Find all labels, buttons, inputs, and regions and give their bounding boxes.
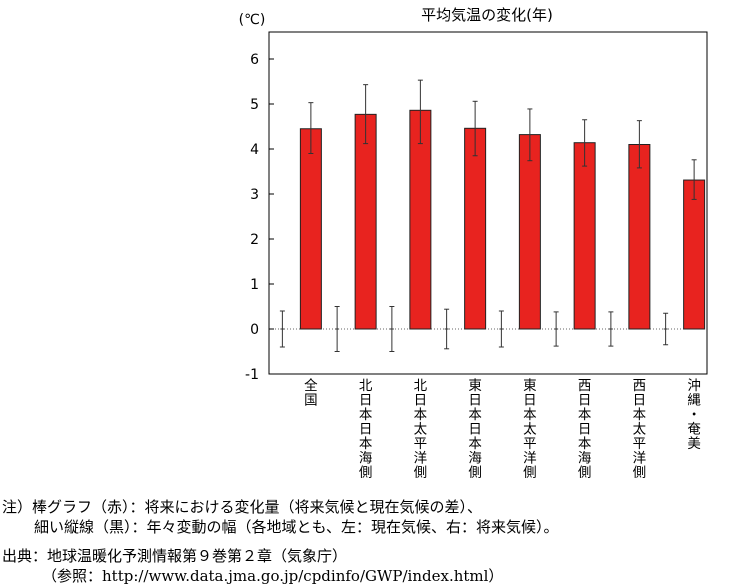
category-label: 北日本太平洋側 (414, 378, 428, 480)
y-axis-label: (℃) (239, 12, 266, 28)
category-label: 沖縄・奄美 (687, 378, 701, 452)
category-label: 西日本太平洋側 (633, 378, 647, 480)
y-tick-label: 6 (250, 52, 259, 68)
note-line-meaning: 細い縦線（黒）：年々変動の幅（各地域とも、左：現在気候、右：将来気候）。 (34, 518, 559, 536)
category-label: 東日本太平洋側 (523, 378, 537, 480)
bar (464, 127, 487, 330)
category-label: 北日本日本海側 (359, 378, 373, 480)
category-label: 全国 (304, 377, 318, 409)
bar (628, 144, 651, 330)
note-reference-url: （参照：http://www.data.jma.go.jp/cpdinfo/GW… (42, 567, 504, 585)
bar (354, 113, 377, 330)
y-tick-label: 4 (250, 142, 259, 158)
y-tick-label: 5 (250, 97, 259, 113)
bar (518, 134, 541, 330)
bar (299, 128, 322, 330)
y-tick-label: 2 (250, 232, 259, 248)
bar (573, 142, 596, 330)
chart: 平均気温の変化(年) (℃) -1 0 1 2 3 4 5 6 全国 北日本日本海側 北日本太平洋… (239, 6, 708, 480)
y-tick-label: 1 (250, 277, 259, 293)
y-tick-label: 3 (250, 187, 259, 203)
category-label: 東日本日本海側 (468, 378, 482, 480)
chart-title: 平均気温の変化(年) (421, 6, 553, 24)
bar (683, 179, 706, 330)
note-bar-meaning: 注）棒グラフ（赤）：将来における変化量（将来気候と現在気候の差）、 (2, 498, 483, 516)
y-tick-label: -1 (245, 367, 259, 383)
category-label: 西日本日本海側 (578, 378, 592, 480)
note-source: 出典：地球温暖化予測情報第９巻第２章（気象庁） (2, 547, 348, 565)
y-tick-label: 0 (250, 322, 259, 338)
plot-area-frame (268, 31, 708, 375)
